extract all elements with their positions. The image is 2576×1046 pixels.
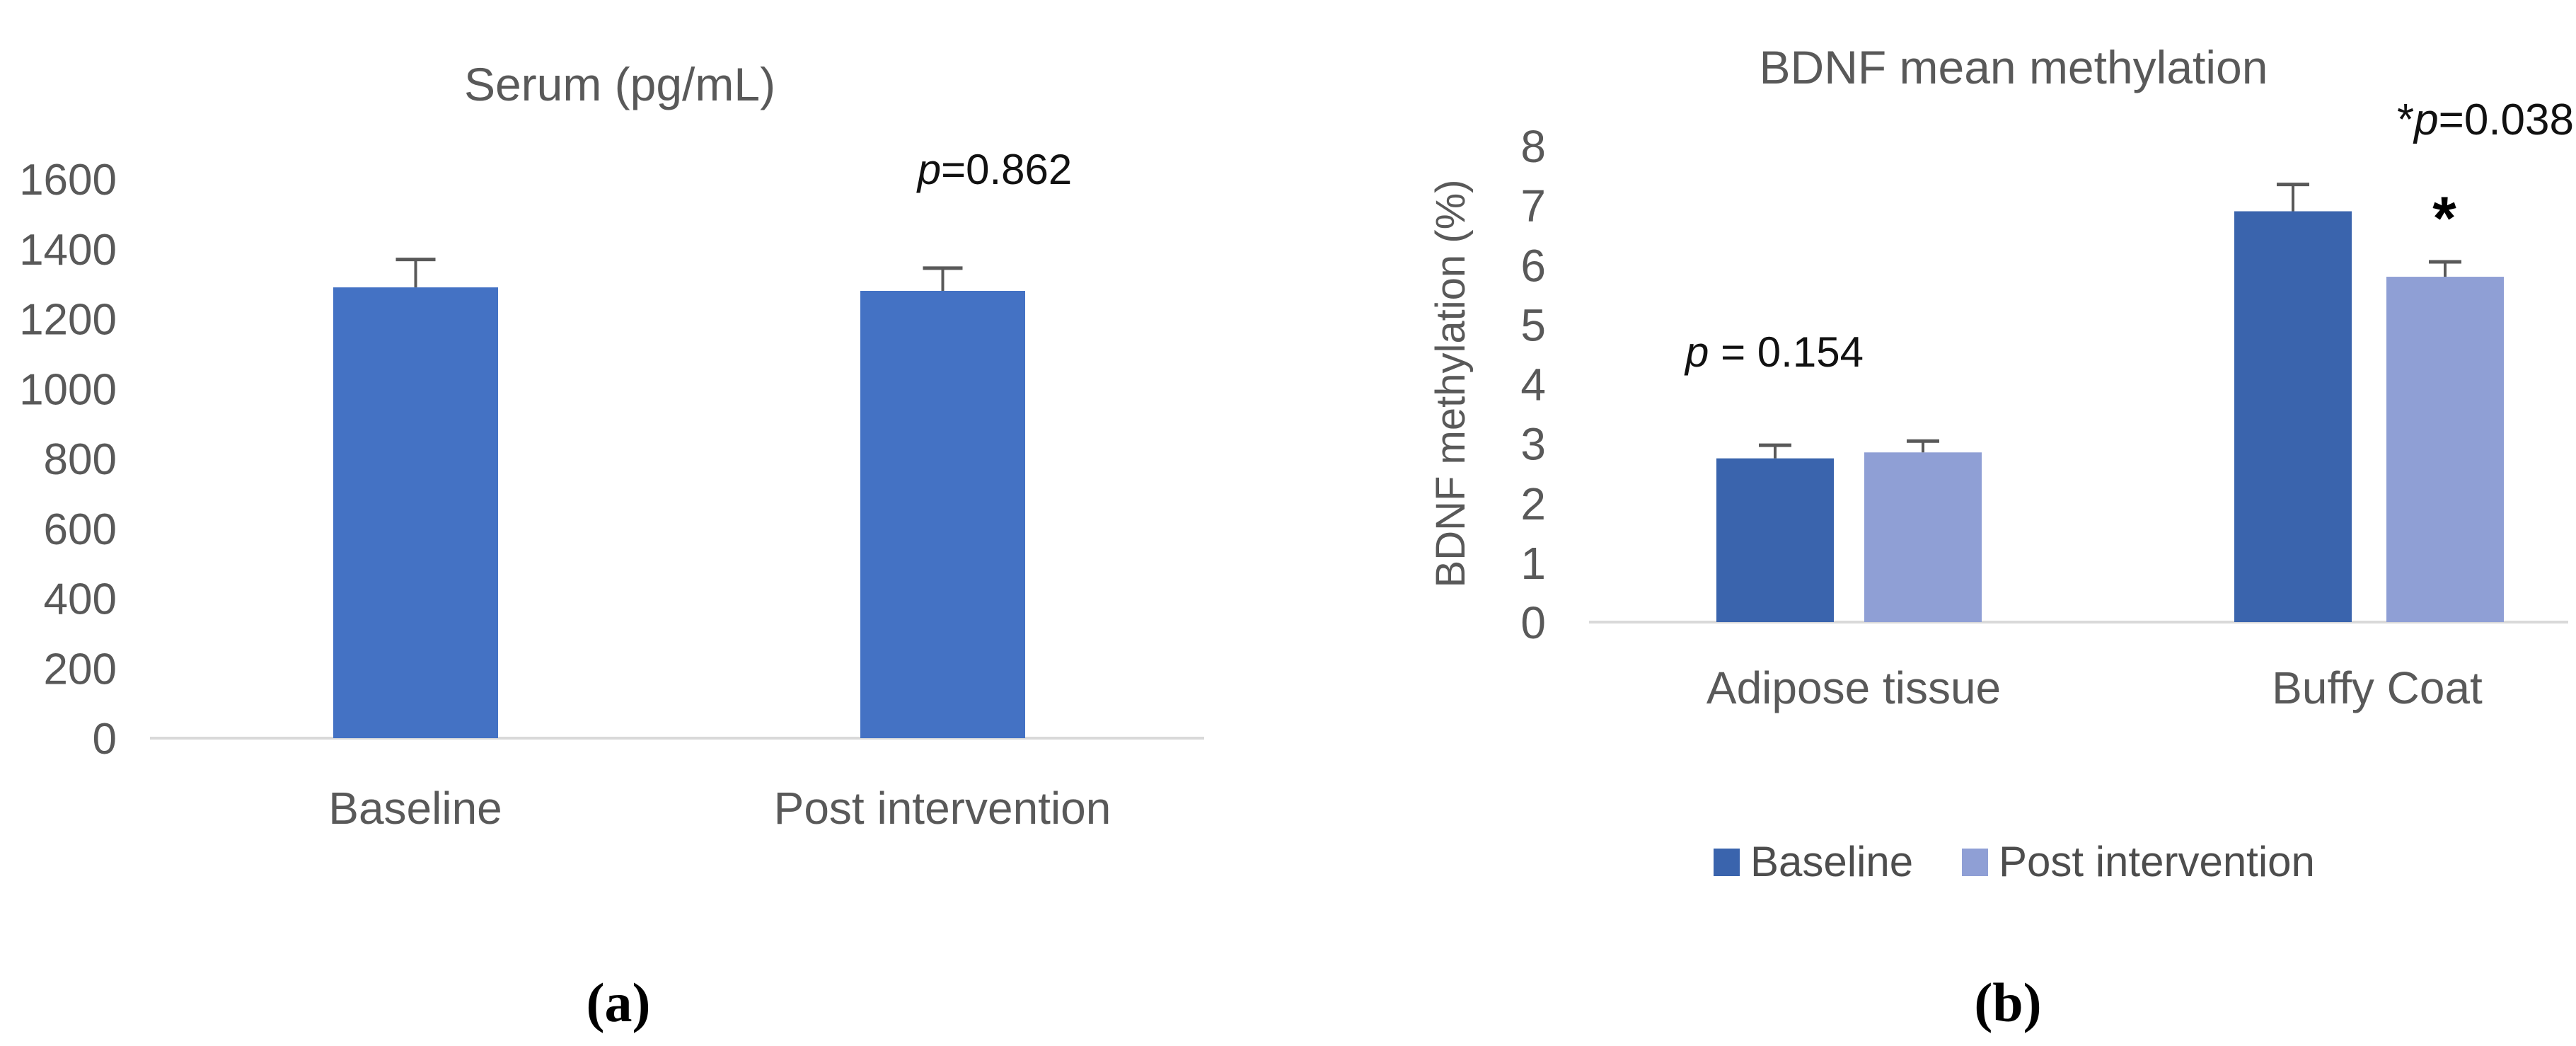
- bar-post-intervention: [2386, 277, 2504, 622]
- bar-baseline: [1716, 458, 1834, 622]
- y-tick-label: 800: [44, 435, 117, 484]
- bar-post-intervention: [1864, 452, 1982, 622]
- y-tick-label: 200: [44, 645, 117, 694]
- group-p-annotation: p = 0.154: [1684, 328, 1864, 376]
- y-tick-label: 2: [1520, 478, 1546, 529]
- serum-plot-area: 0 200 400 600 800 1000 1200 1400 1600: [19, 156, 1204, 764]
- p-value-annotation: p=0.862: [916, 146, 1073, 193]
- chart-title: BDNF mean methylation: [1760, 41, 2268, 93]
- panel-b-label: (b): [1974, 972, 2042, 1033]
- serum-chart-panel: Serum (pg/mL) p=0.862 0 200 400 600 800 1000 1…: [19, 58, 1204, 834]
- x-category-label: Buffy Coat: [2272, 662, 2483, 713]
- chart-title: Serum (pg/mL): [464, 58, 775, 110]
- legend-swatch-baseline: [1714, 849, 1740, 876]
- legend: Baseline Post intervention: [1714, 838, 2315, 885]
- y-tick-label: 8: [1520, 121, 1546, 172]
- bar-baseline: [2234, 211, 2352, 623]
- significant-p-annotation: *p=0.038: [2397, 96, 2574, 144]
- y-tick-label: 6: [1520, 240, 1546, 291]
- y-tick-label: 0: [1520, 597, 1546, 648]
- bdnf-chart-panel: BDNF mean methylation *p=0.038 p = 0.154…: [1428, 41, 2574, 885]
- x-category-label: Adipose tissue: [1706, 662, 2001, 713]
- legend-swatch-post-intervention: [1962, 849, 1988, 876]
- y-axis-title: BDNF methylation (%): [1428, 180, 1474, 588]
- y-tick-label: 400: [44, 575, 117, 624]
- bar-serum: [860, 291, 1025, 738]
- y-tick-label: 7: [1520, 180, 1546, 231]
- panel-a-label: (a): [586, 972, 651, 1033]
- y-tick-label: 1000: [19, 365, 117, 414]
- y-tick-label: 4: [1520, 360, 1546, 410]
- x-category-label: Baseline: [328, 783, 502, 834]
- y-tick-label: 1400: [19, 226, 117, 275]
- y-tick-label: 600: [44, 505, 117, 554]
- y-tick-label: 3: [1520, 419, 1546, 470]
- y-tick-label: 1200: [19, 296, 117, 345]
- legend-label-baseline: Baseline: [1750, 838, 1913, 885]
- y-tick-label: 1600: [19, 156, 117, 205]
- bdnf-plot-area: 0 1 2 3 4 5 6 7 8: [1520, 121, 2568, 648]
- y-tick-label: 1: [1520, 538, 1546, 589]
- y-tick-label: 5: [1520, 299, 1546, 350]
- bar-serum: [333, 287, 498, 738]
- y-tick-label: 0: [93, 715, 117, 764]
- legend-label-post-intervention: Post intervention: [1999, 838, 2315, 885]
- x-category-label: Post intervention: [774, 783, 1111, 834]
- significance-asterisk: *: [2432, 185, 2456, 253]
